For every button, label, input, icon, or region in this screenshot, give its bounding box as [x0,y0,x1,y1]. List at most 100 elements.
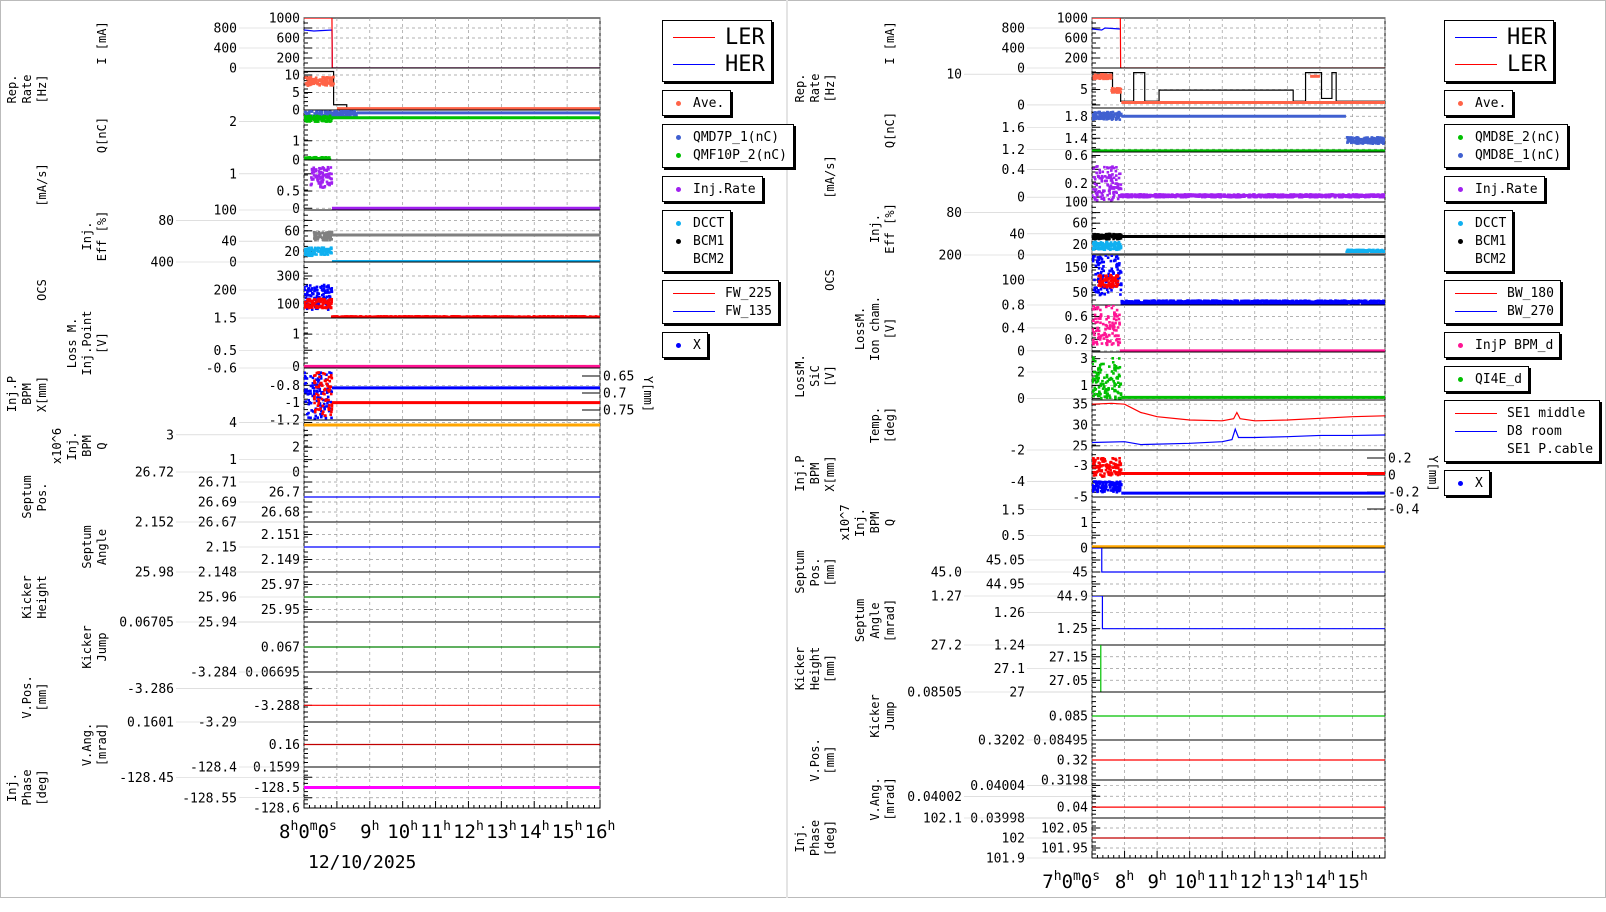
data-point [1381,194,1384,197]
data-point [1129,193,1133,197]
data-point [1099,241,1103,244]
data-point [314,168,318,171]
y-tick-label: 1 [292,328,300,343]
data-point [461,315,465,318]
data-point [556,315,559,318]
right-axis-label: Y[mm] [641,376,655,412]
data-point [1353,195,1356,199]
data-point [326,378,329,382]
series-group [309,165,600,210]
data-point [318,115,321,118]
data-point [1263,194,1266,197]
data-point [326,302,330,305]
data-point [325,382,328,386]
data-point [306,290,309,293]
data-point [1112,166,1116,170]
data-point [1156,194,1159,197]
data-point [1371,142,1375,145]
data-point [321,175,325,179]
data-point [1245,193,1249,197]
data-point [1102,115,1105,118]
data-point [449,315,453,318]
data-point [1114,182,1117,185]
data-point [305,307,309,311]
data-point [314,385,318,389]
series-group [1092,232,1385,255]
data-point [1104,234,1108,237]
y-tick-label: 40 [221,235,237,250]
chart-separator [786,0,788,898]
data-point [1216,193,1220,196]
data-point [1231,194,1235,197]
panel-loss-m-inj-point-v-: 0 0.5 1 1.5 Loss M. Inj.Point [V] [65,310,601,376]
data-point [1105,166,1109,169]
data-point [312,298,316,301]
y-tick-label: 0 [1017,62,1025,77]
data-point [321,304,324,308]
y-tick-label: 800 [1002,22,1025,37]
data-point [327,375,331,379]
series-line [304,70,600,109]
data-point [310,171,314,175]
data-point [1116,237,1119,241]
data-point [323,300,327,304]
data-point [1331,193,1334,197]
y-tick-label: 0.2 [1065,177,1088,192]
data-point [1328,195,1331,199]
data-point [1111,165,1114,168]
data-point [311,376,315,380]
data-point [1101,194,1104,197]
data-point [1370,139,1373,143]
data-point [1111,198,1114,201]
data-point [312,117,316,120]
data-point [1117,194,1121,197]
data-point [316,404,320,408]
data-point [1098,176,1102,180]
data-point [320,116,323,120]
y-axis-label: Kicker [80,625,94,668]
data-point [545,315,549,318]
y-axis-label: Q [95,442,109,449]
data-point [1256,194,1259,197]
data-point [1092,76,1096,80]
series-group [1092,18,1385,68]
data-point [304,400,308,403]
data-point [1116,114,1120,117]
data-point [328,306,331,309]
data-point [1099,195,1102,199]
data-point [320,397,324,401]
data-point [1366,136,1369,139]
data-point [1110,177,1114,181]
data-point [323,392,326,396]
data-point [328,176,332,180]
data-point [315,253,318,256]
data-point [319,415,323,419]
data-point [1189,193,1193,196]
data-point [326,388,330,392]
series-group [304,371,600,420]
data-point [321,166,325,169]
data-point [1113,87,1116,91]
data-point [465,316,469,318]
y-tick-label: 1.6 [1002,121,1025,136]
data-point [326,288,329,292]
data-point [1092,196,1096,199]
data-point [329,235,332,239]
data-point [327,156,331,160]
y-tick-label: 2.152 [135,516,174,531]
y-axis-label: BPM [20,383,34,405]
data-point [312,389,316,393]
data-point [1107,197,1111,201]
y-axis-label: [deg] [35,769,49,805]
data-point [329,374,333,377]
data-point [314,115,317,119]
data-point [329,375,333,379]
data-point [1180,194,1184,197]
data-point [1110,187,1114,190]
data-point [1100,177,1103,181]
data-point [305,252,308,256]
data-point [547,315,550,318]
data-point [339,111,343,114]
series-group [304,283,600,318]
